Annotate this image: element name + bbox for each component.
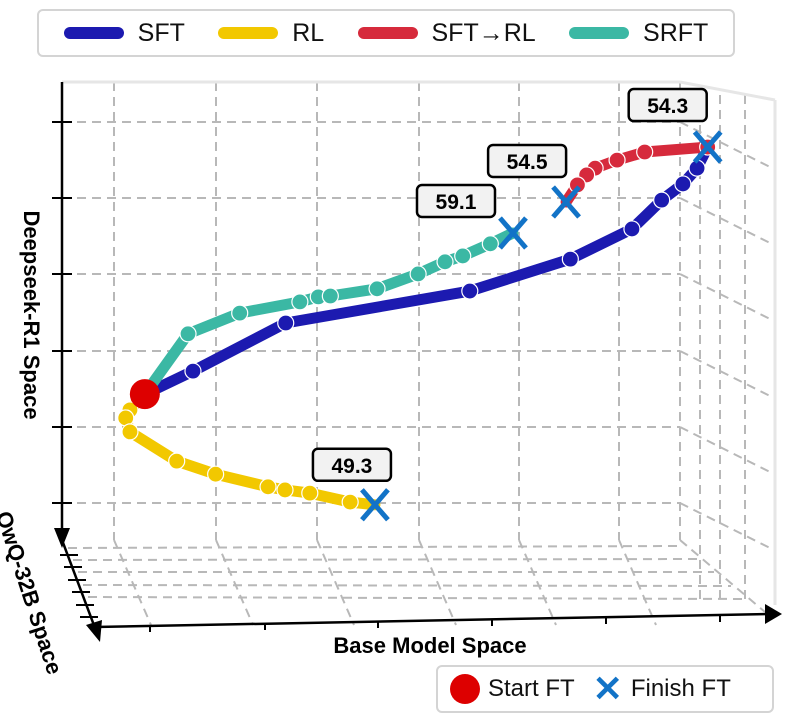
data-point xyxy=(653,191,671,209)
legend-swatch xyxy=(569,27,630,39)
series-line xyxy=(139,141,714,400)
data-point xyxy=(276,481,294,499)
x-axis xyxy=(94,612,771,629)
legend-label: SFT→RL xyxy=(431,18,536,47)
score-label: 59.1 xyxy=(436,191,477,214)
data-point xyxy=(301,484,319,502)
data-point xyxy=(321,287,339,305)
data-point xyxy=(168,452,186,470)
data-point xyxy=(561,250,579,268)
x-axis-label: Base Model Space xyxy=(333,633,526,658)
grid-line xyxy=(679,121,771,168)
pane-edge xyxy=(679,80,776,102)
y-axis-arrow xyxy=(54,528,70,548)
data-point xyxy=(568,176,587,194)
data-point xyxy=(674,175,692,193)
floor-grid-line xyxy=(87,596,749,600)
legend-swatch xyxy=(63,27,124,39)
score-label-box xyxy=(627,87,708,123)
grid-line xyxy=(679,502,771,549)
z-axis-arrow xyxy=(86,620,102,642)
finish-marker xyxy=(692,130,723,164)
finish-cross-icon: ✕ xyxy=(592,668,623,709)
floor-grid-line xyxy=(82,584,732,587)
floor-grid-line xyxy=(418,539,457,626)
legend-item-rl: RL xyxy=(218,19,324,48)
data-point xyxy=(277,314,295,332)
finish-marker xyxy=(551,185,581,219)
data-point xyxy=(454,247,472,265)
score-label-box xyxy=(311,447,393,483)
grid-line xyxy=(679,426,771,473)
data-point xyxy=(409,265,427,283)
legend-label: RL xyxy=(292,18,325,47)
grid-line xyxy=(679,273,771,320)
legend-item-sft-rl: SFT→RL xyxy=(357,18,536,48)
data-point xyxy=(121,423,139,441)
grid-line xyxy=(679,197,771,244)
finish-marker xyxy=(498,216,528,250)
data-point xyxy=(184,362,202,380)
floor-grid-line xyxy=(113,539,152,626)
start-dot-icon xyxy=(450,674,480,704)
data-point xyxy=(636,143,654,161)
data-point xyxy=(608,151,626,169)
data-point xyxy=(461,282,479,300)
legend-item-sft: SFT xyxy=(63,18,185,48)
score-label-box xyxy=(415,183,497,219)
y-axis-label: Deepseek-R1 Space xyxy=(19,210,44,419)
floor-grid-line xyxy=(72,558,698,561)
floor-grid-line xyxy=(215,539,254,626)
finish-marker xyxy=(360,488,390,522)
start-marker xyxy=(129,379,160,410)
data-point xyxy=(259,478,277,496)
grid-line xyxy=(679,350,771,397)
legend-item-finish: ✕ Finish FT xyxy=(593,671,731,707)
data-point xyxy=(436,253,454,271)
floor-grid-line xyxy=(618,539,657,626)
series-legend: SFT RL SFT→RL SRFT xyxy=(37,9,735,57)
legend-label: SRFT xyxy=(643,18,709,47)
data-point xyxy=(179,325,197,343)
data-point xyxy=(368,280,386,298)
legend-label: Start FT xyxy=(488,675,575,702)
data-point xyxy=(341,493,359,511)
legend-item-start: Start FT xyxy=(450,674,575,704)
data-point xyxy=(623,220,641,238)
floor-grid-line xyxy=(316,539,355,626)
legend-swatch xyxy=(218,27,279,39)
data-point xyxy=(207,465,225,483)
legend-label: Finish FT xyxy=(630,675,731,702)
marker-legend: Start FT ✕ Finish FT xyxy=(436,665,774,713)
floor-grid-line xyxy=(518,539,557,626)
x-axis-arrow xyxy=(765,604,782,624)
score-label: 49.3 xyxy=(331,455,372,478)
score-label: 54.3 xyxy=(647,95,688,118)
floor-grid-line xyxy=(679,539,766,613)
data-point xyxy=(291,293,309,311)
z-axis xyxy=(60,539,97,629)
data-point xyxy=(481,235,499,253)
legend-item-srft: SRFT xyxy=(569,19,708,48)
legend-swatch xyxy=(357,27,418,39)
legend-label: SFT xyxy=(137,18,185,47)
floor-grid-line xyxy=(67,545,681,549)
data-point xyxy=(231,304,249,322)
score-label-box xyxy=(486,143,568,179)
score-label: 54.5 xyxy=(507,151,548,174)
